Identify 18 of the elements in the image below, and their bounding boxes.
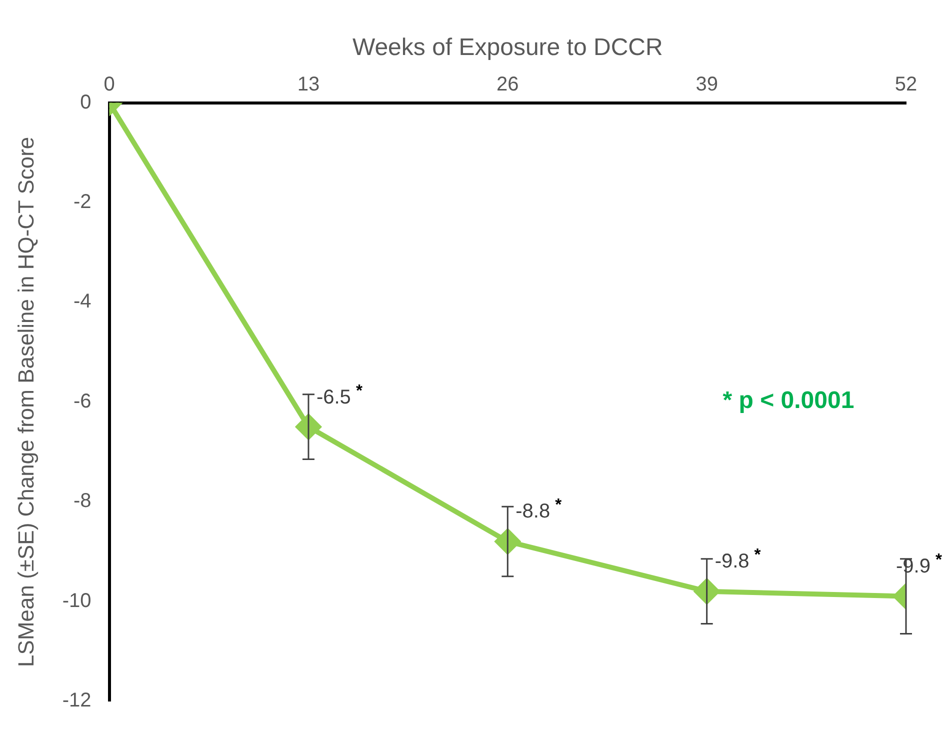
x-tick-label: 0	[104, 73, 115, 96]
y-tick-label: -10	[62, 590, 92, 612]
y-tick-label: -6	[74, 390, 92, 412]
y-tick-label: -4	[74, 290, 92, 313]
x-tick-label: 39	[696, 73, 718, 96]
y-tick-label: 0	[80, 91, 92, 114]
y-tick-label: -12	[62, 690, 92, 712]
x-axis-title: Weeks of Exposure to DCCR	[352, 34, 663, 62]
x-tick-label: 52	[894, 73, 918, 96]
y-tick-label: -8	[74, 490, 92, 512]
data-label: -6.5$^{*}$	[316, 380, 362, 410]
y-tick-label: -2	[74, 191, 92, 214]
y-axis-title: LSMean (±SE) Change from Baseline in HQ-CT Score	[13, 136, 38, 667]
data-label: -8.8$^{*}$	[516, 495, 562, 524]
x-tick-label: 13	[297, 73, 320, 96]
data-label: -9.8$^{*}$	[714, 545, 761, 574]
annotation: * p < 0.0001	[722, 386, 854, 414]
x-tick-label: 26	[496, 73, 519, 96]
